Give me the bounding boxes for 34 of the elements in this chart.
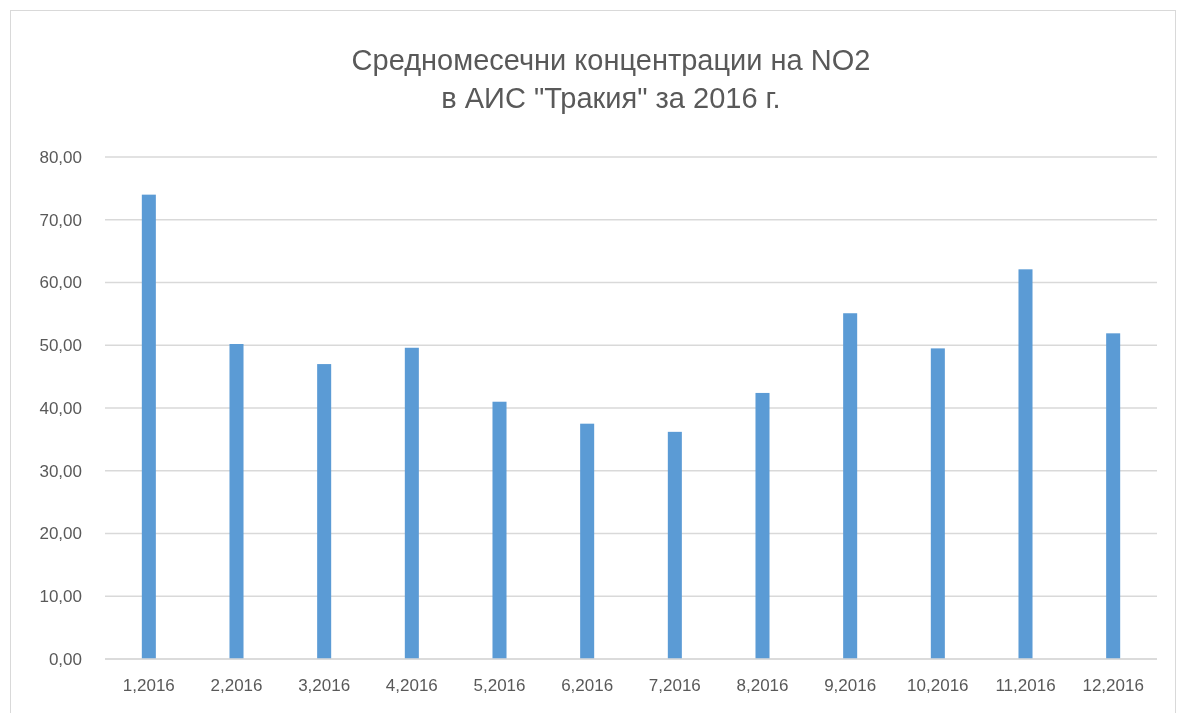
x-tick-label: 10,2016 bbox=[907, 676, 969, 695]
bar bbox=[1018, 269, 1033, 659]
y-tick-label: 50,00 bbox=[39, 336, 82, 356]
y-tick-label: 10,00 bbox=[39, 587, 82, 607]
x-tick-label: 7,2016 bbox=[648, 676, 701, 695]
bar bbox=[667, 431, 682, 659]
x-tick-label: 3,2016 bbox=[298, 676, 351, 695]
bar bbox=[1106, 333, 1121, 659]
x-tick-label: 4,2016 bbox=[385, 676, 438, 695]
x-tick-label: 2,2016 bbox=[210, 676, 263, 695]
bar bbox=[229, 344, 244, 659]
bar bbox=[317, 364, 332, 659]
y-tick-label: 30,00 bbox=[39, 461, 82, 481]
x-tick-label: 5,2016 bbox=[473, 676, 526, 695]
y-tick-label: 0,00 bbox=[48, 649, 82, 669]
chart-title: Средномесечни концентрации на NO2 в АИС "Тракия" за 2016 г. bbox=[351, 44, 871, 114]
bar bbox=[930, 348, 945, 659]
y-tick-label: 70,00 bbox=[39, 210, 82, 230]
bar bbox=[492, 401, 507, 659]
x-tick-label: 11,2016 bbox=[995, 676, 1056, 695]
x-tick-label: 1,2016 bbox=[122, 676, 175, 695]
bar bbox=[843, 313, 858, 659]
y-tick-label: 60,00 bbox=[39, 273, 82, 293]
x-tick-label: 9,2016 bbox=[824, 676, 877, 695]
bar bbox=[580, 423, 595, 659]
y-tick-label: 80,00 bbox=[39, 147, 82, 167]
y-tick-label: 40,00 bbox=[39, 398, 82, 418]
y-tick-label: 20,00 bbox=[39, 524, 82, 544]
x-tick-label: 8,2016 bbox=[736, 676, 789, 695]
bar bbox=[755, 392, 770, 659]
bar bbox=[404, 347, 419, 659]
x-tick-label: 12,2016 bbox=[1082, 676, 1144, 695]
bar bbox=[141, 194, 156, 659]
x-tick-label: 6,2016 bbox=[561, 676, 614, 695]
